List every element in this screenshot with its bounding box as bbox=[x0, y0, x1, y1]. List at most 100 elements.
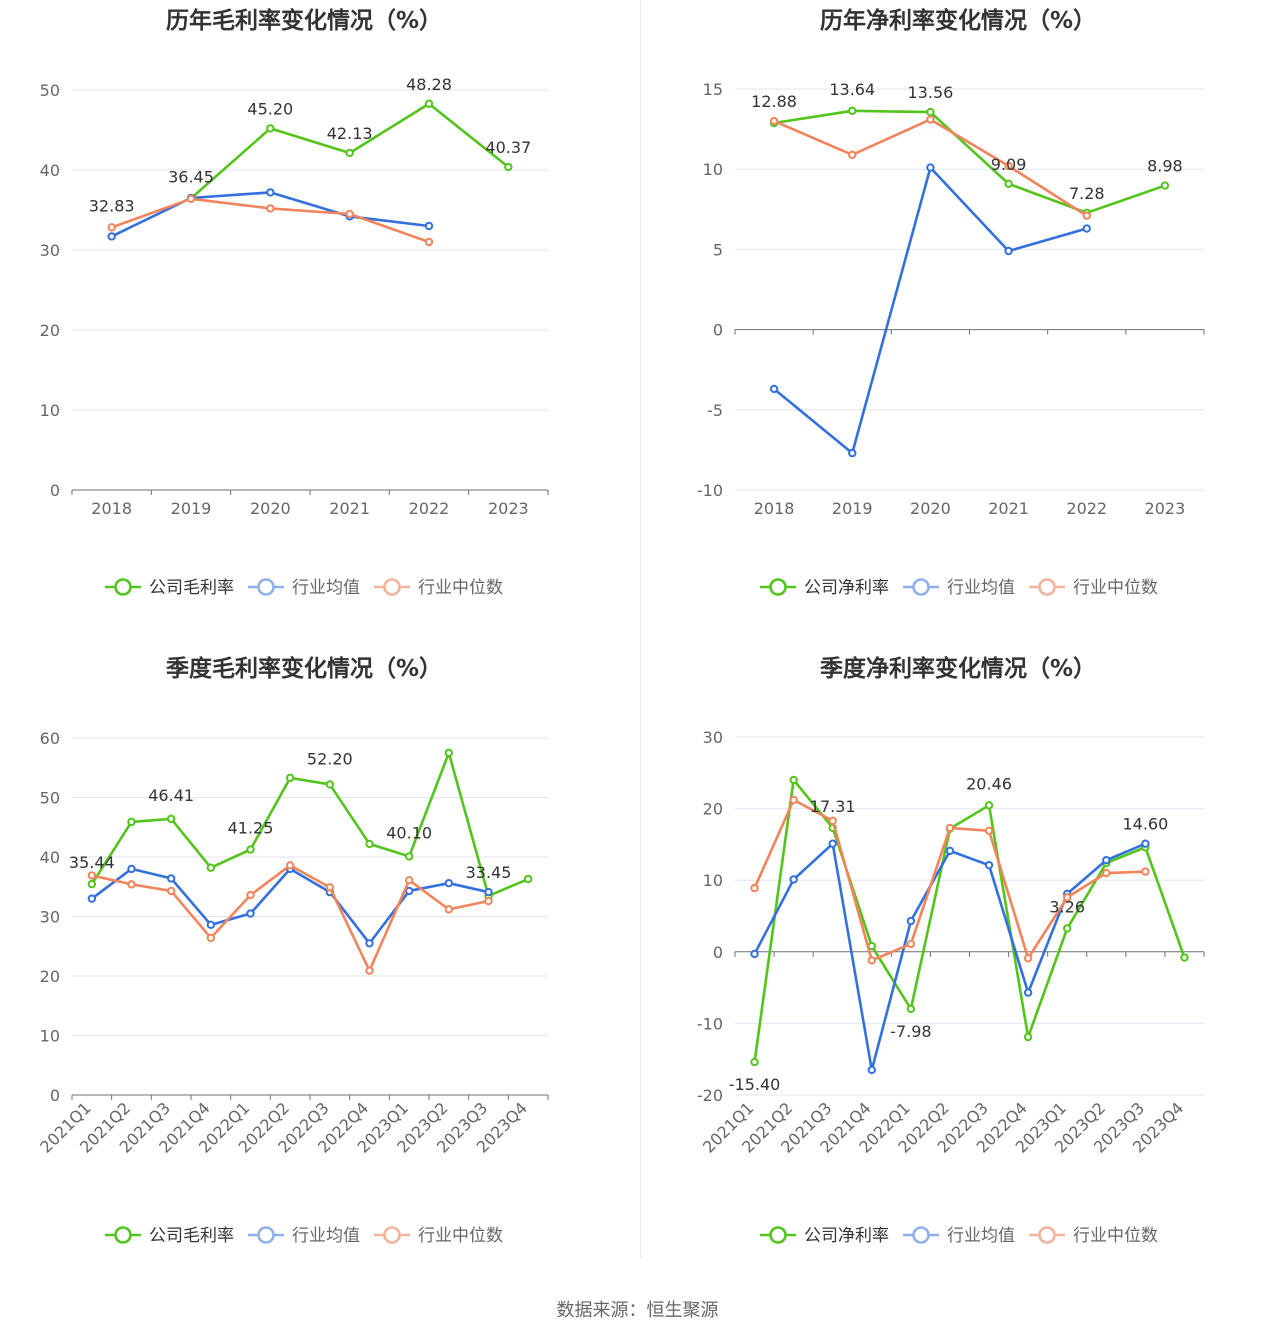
data-label: 13.64 bbox=[829, 80, 875, 99]
legend-marker bbox=[769, 578, 787, 596]
y-tick-label: 30 bbox=[40, 241, 60, 260]
data-point bbox=[750, 883, 759, 893]
legend-label: 公司净利率 bbox=[804, 578, 889, 598]
y-tick-label: 0 bbox=[50, 481, 60, 500]
legend-label: 行业中位数 bbox=[1073, 578, 1158, 598]
data-point bbox=[1102, 868, 1111, 878]
chart-title: 季度净利率变化情况（%） bbox=[820, 655, 1096, 682]
data-point bbox=[1004, 179, 1013, 188]
legend-label: 行业均值 bbox=[947, 578, 1015, 598]
y-tick-label: 20 bbox=[40, 967, 60, 986]
x-tick-label: 2022 bbox=[409, 499, 450, 518]
data-point bbox=[127, 880, 136, 889]
x-tick-label: 2022 bbox=[1066, 499, 1107, 518]
chart-svg: 季度毛利率变化情况（%）01020304050602021Q12021Q2202… bbox=[36, 655, 549, 1246]
data-label: -7.98 bbox=[890, 1022, 931, 1041]
data-point bbox=[848, 448, 857, 458]
data-point bbox=[769, 116, 779, 126]
data-label: 14.60 bbox=[1122, 814, 1168, 833]
legend-marker bbox=[114, 578, 132, 596]
legend-label: 公司净利率 bbox=[804, 1226, 889, 1246]
chart-root: 季度净利率变化情况（%）-20-1001020302021Q12021Q2202… bbox=[697, 655, 1205, 1246]
data-point bbox=[166, 814, 176, 824]
data-point bbox=[1102, 855, 1111, 865]
y-tick-label: 15 bbox=[703, 80, 723, 99]
series-line bbox=[753, 842, 1146, 1072]
data-label: -15.40 bbox=[729, 1075, 781, 1094]
data-point bbox=[424, 237, 434, 247]
legend-marker bbox=[912, 1226, 930, 1244]
data-label: 41.25 bbox=[228, 819, 274, 838]
data-label: 8.98 bbox=[1147, 157, 1183, 176]
chart-root: 历年净利率变化情况（%） -10 -5 0 5 10 15 2018 2019 2020 2021 2… bbox=[697, 7, 1205, 598]
y-tick-label: 10 bbox=[703, 160, 723, 179]
data-point bbox=[107, 232, 116, 241]
data-label: 20.46 bbox=[966, 774, 1012, 793]
chart-root: 历年毛利率变化情况（%） 0 10 20 30 40 50 2018 2019 2020 2021 2… bbox=[40, 7, 549, 598]
data-point bbox=[1160, 181, 1170, 190]
data-point bbox=[750, 1057, 759, 1067]
data-point bbox=[769, 384, 779, 394]
data-point bbox=[1004, 246, 1013, 256]
data-point bbox=[504, 162, 513, 172]
y-tick-label: 30 bbox=[40, 908, 60, 927]
data-point bbox=[906, 939, 916, 949]
data-label: 9.09 bbox=[991, 155, 1027, 174]
data-point bbox=[926, 107, 935, 117]
chart-root: 季度毛利率变化情况（%）01020304050602021Q12021Q2202… bbox=[36, 655, 549, 1246]
legend-marker bbox=[1038, 1226, 1056, 1244]
legend-marker bbox=[383, 578, 401, 596]
data-point bbox=[127, 817, 136, 827]
y-tick-label: -10 bbox=[697, 1014, 723, 1033]
y-tick-label: 60 bbox=[40, 729, 60, 748]
data-point bbox=[87, 879, 97, 889]
data-label: 33.45 bbox=[466, 863, 512, 882]
chart-annual-net-margin: 历年净利率变化情况（%） -10 -5 0 5 10 15 2018 2019 2020 2021 2… bbox=[641, 0, 1275, 648]
y-tick-label: 20 bbox=[40, 321, 60, 340]
y-tick-label: 40 bbox=[40, 848, 60, 867]
data-point bbox=[87, 871, 97, 880]
data-point bbox=[867, 956, 876, 965]
data-label: 32.83 bbox=[89, 196, 135, 215]
y-tick-label: 0 bbox=[713, 943, 723, 962]
data-point bbox=[1023, 954, 1033, 963]
data-point bbox=[285, 861, 295, 870]
data-point bbox=[867, 1065, 876, 1075]
x-tick-label: 2021 bbox=[988, 499, 1029, 518]
data-point bbox=[424, 99, 434, 108]
series-line bbox=[753, 778, 1186, 1063]
data-point bbox=[444, 905, 454, 914]
data-point bbox=[206, 933, 216, 943]
legend-marker bbox=[1038, 578, 1056, 596]
y-tick-label: 0 bbox=[713, 321, 723, 340]
y-tick-label: 10 bbox=[703, 871, 723, 890]
chart-svg: 历年净利率变化情况（%） -10 -5 0 5 10 15 2018 2019 2020 2021 2… bbox=[697, 7, 1205, 598]
data-point bbox=[266, 124, 275, 133]
data-point bbox=[926, 163, 935, 172]
data-point bbox=[404, 886, 414, 896]
data-point bbox=[750, 949, 759, 959]
y-tick-label: 20 bbox=[703, 800, 723, 819]
data-point bbox=[285, 773, 295, 783]
data-point bbox=[325, 780, 335, 789]
y-tick-label: 0 bbox=[50, 1086, 60, 1105]
data-point bbox=[484, 896, 493, 906]
data-point bbox=[789, 875, 798, 884]
data-point bbox=[1141, 867, 1150, 876]
chart-title: 季度毛利率变化情况（%） bbox=[166, 655, 442, 682]
data-point bbox=[1023, 988, 1033, 997]
series-line bbox=[91, 867, 489, 945]
data-point bbox=[523, 874, 533, 884]
y-tick-label: 10 bbox=[40, 401, 60, 420]
data-point bbox=[186, 194, 196, 204]
x-tick-label: 2018 bbox=[754, 499, 795, 518]
panel-divider bbox=[640, 0, 641, 1258]
chart-title: 历年净利率变化情况（%） bbox=[820, 7, 1096, 34]
data-point bbox=[906, 916, 916, 926]
data-label: 12.88 bbox=[751, 92, 797, 111]
data-point bbox=[1082, 224, 1091, 233]
data-point bbox=[404, 852, 414, 861]
data-point bbox=[828, 816, 837, 825]
data-point bbox=[1063, 893, 1072, 902]
y-tick-label: 5 bbox=[713, 240, 723, 259]
